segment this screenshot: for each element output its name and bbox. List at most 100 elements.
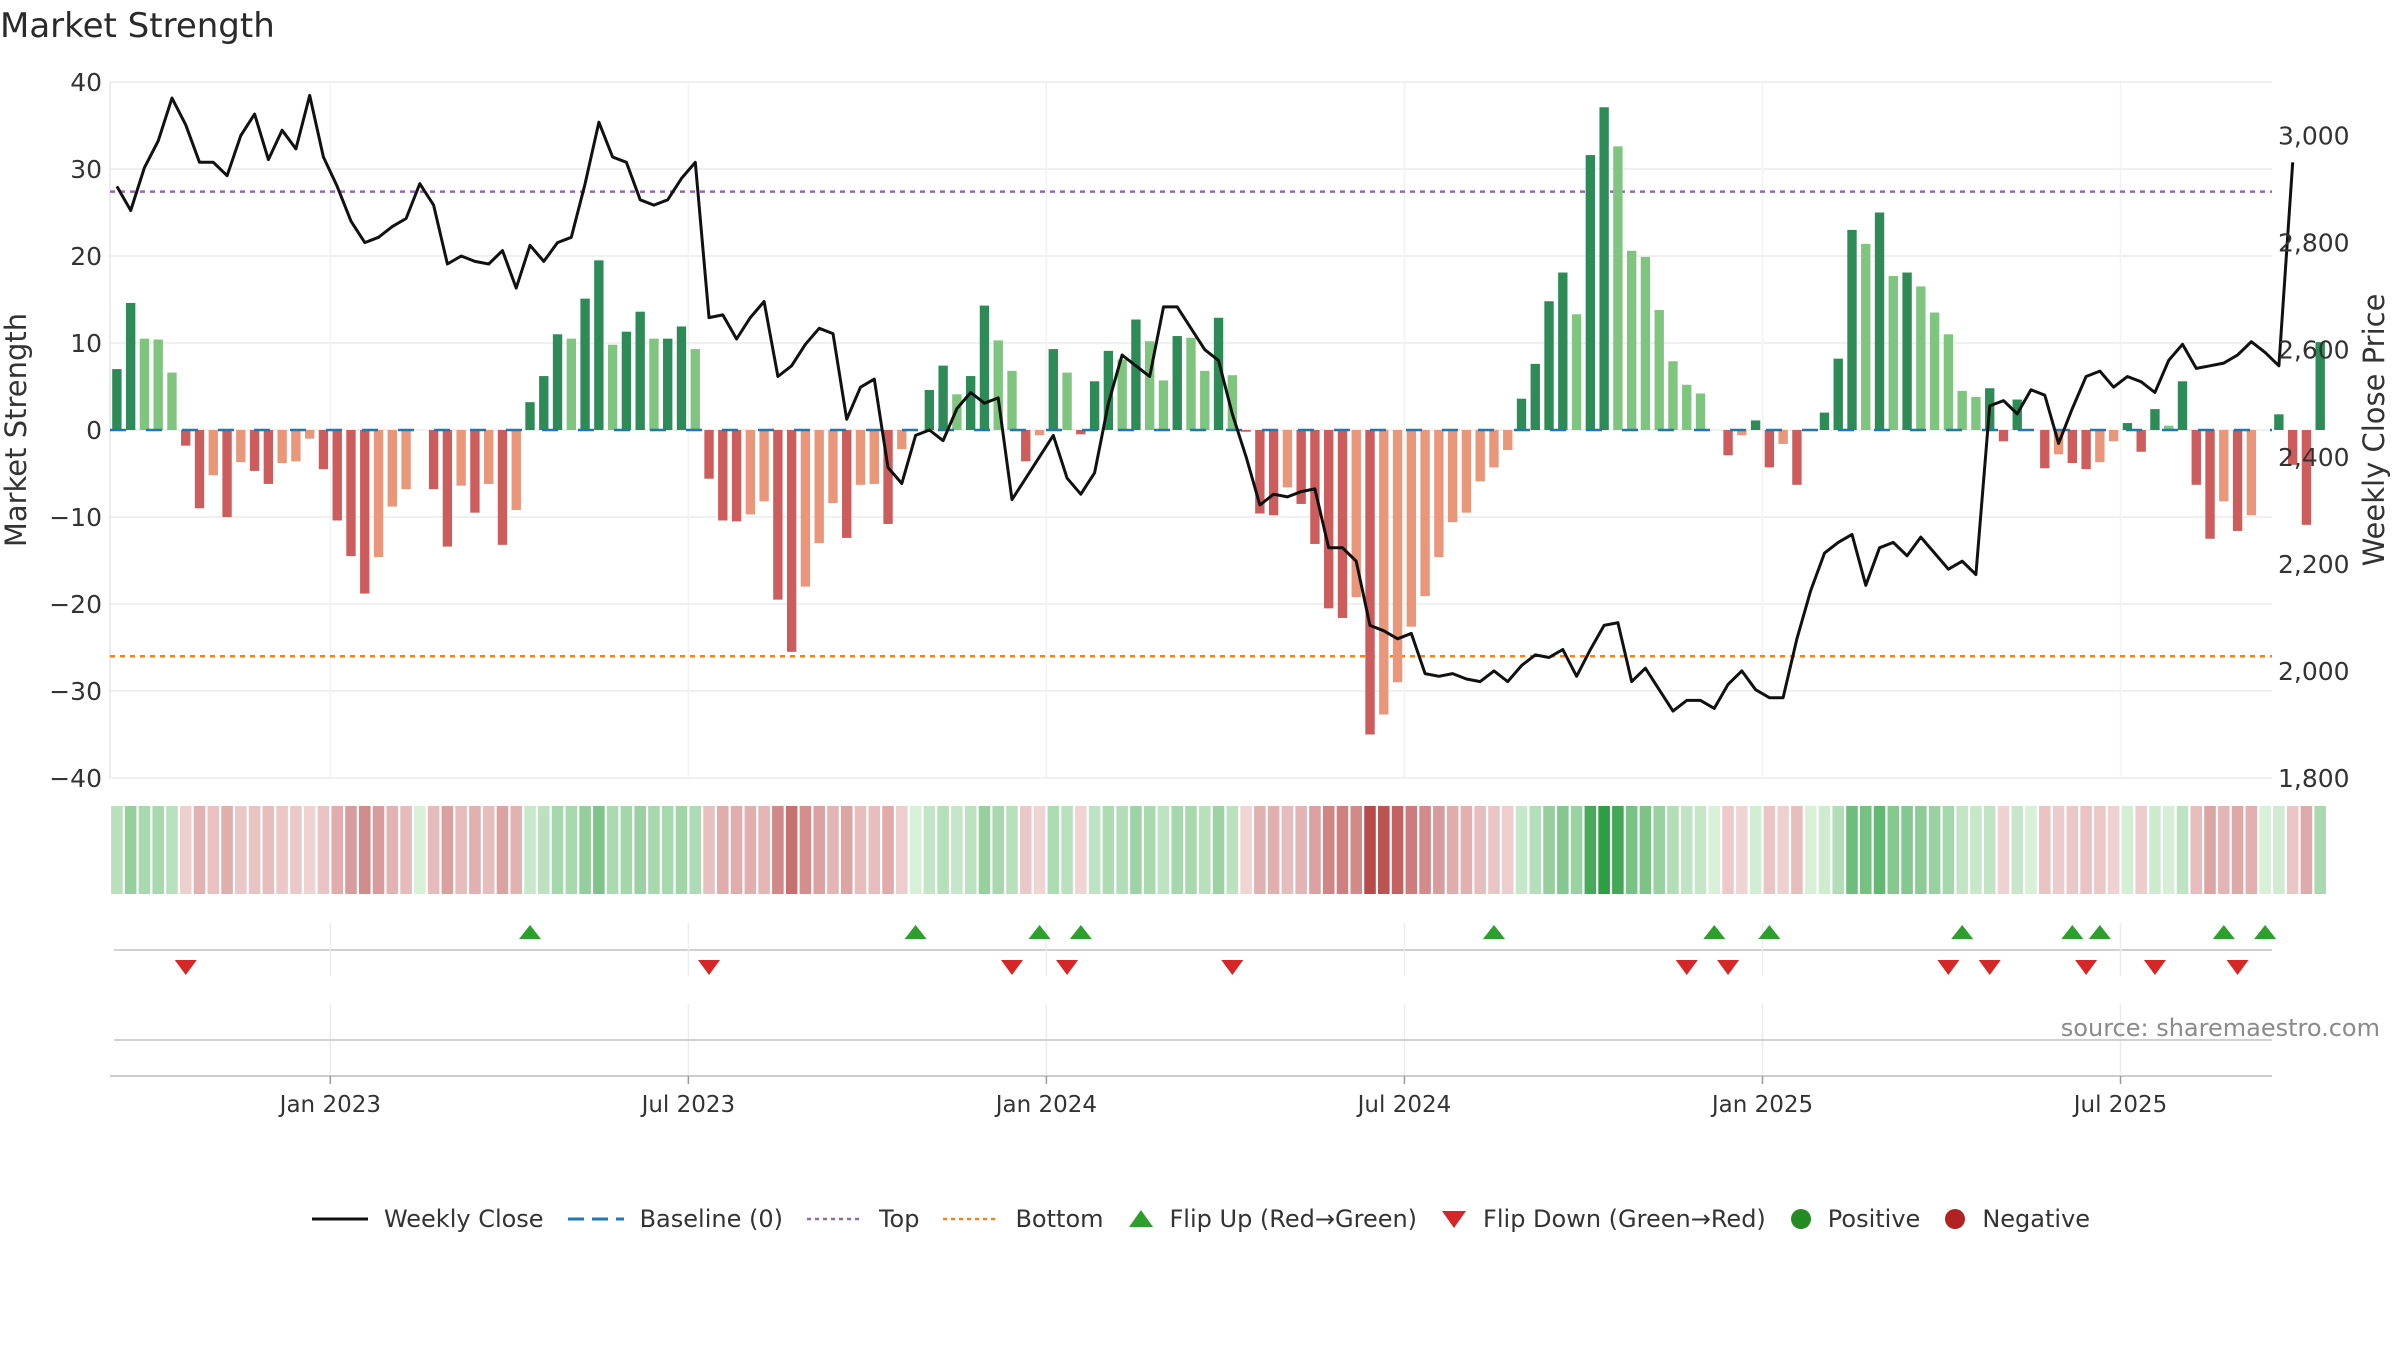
strength-bar <box>1227 375 1237 430</box>
strength-bar <box>428 430 439 490</box>
legend-label: Top <box>878 1205 920 1233</box>
heat-cell <box>524 806 536 894</box>
heat-cell <box>758 806 770 894</box>
heat-cell <box>785 806 798 894</box>
heat-cell <box>909 806 922 894</box>
heat-cell <box>1708 806 1721 894</box>
heat-cell <box>1446 806 1459 894</box>
strength-bar <box>1861 243 1871 430</box>
strength-bar <box>1489 430 1499 468</box>
x-tick-label: Jan 2023 <box>278 1092 381 1118</box>
flip-up-marker <box>1758 925 1781 939</box>
strength-bar <box>1117 359 1127 430</box>
heat-cell <box>1956 806 1968 894</box>
heat-cell <box>827 806 839 894</box>
flip-down-marker <box>1937 960 1960 975</box>
heat-cell <box>648 806 660 894</box>
heat-cell <box>2190 806 2203 894</box>
strength-bar <box>1778 430 1788 444</box>
flip-up-marker <box>1703 925 1726 939</box>
strength-bar <box>1819 412 1830 430</box>
heat-cell <box>1859 806 1872 894</box>
heat-cell <box>868 806 881 894</box>
strength-bar <box>842 430 852 538</box>
strength-bar <box>1516 398 1527 430</box>
heat-cell <box>1281 806 1294 894</box>
strength-bar <box>1998 430 2009 442</box>
strength-bar <box>497 430 508 545</box>
heat-cell <box>1350 806 1363 894</box>
strength-bar <box>167 372 177 430</box>
heat-cell <box>772 806 784 894</box>
heat-cell <box>2135 806 2147 894</box>
heat-cell <box>1240 806 1252 894</box>
legend-bottom-swatch <box>943 1217 1000 1221</box>
heat-cell <box>427 806 440 894</box>
y-right-tick-label: 2,000 <box>2278 657 2350 686</box>
strength-bar <box>1213 317 1224 430</box>
strength-bar <box>1571 314 1582 430</box>
heat-cell <box>537 806 550 894</box>
heat-cell <box>111 806 123 894</box>
strength-bar <box>786 430 797 652</box>
heat-cell <box>1543 806 1555 894</box>
flip-up-marker <box>2212 925 2235 939</box>
strength-bar <box>1737 430 1747 436</box>
y-left-tick-label: 10 <box>70 329 102 358</box>
y-right-tick-label: 2,800 <box>2278 229 2350 258</box>
strength-bar <box>1048 349 1058 430</box>
heat-cell <box>1309 806 1321 894</box>
heat-cell <box>2162 806 2175 894</box>
strength-bar <box>1186 337 1196 430</box>
flip-down-marker <box>1978 960 2001 975</box>
heat-cell <box>1736 806 1748 894</box>
legend-negative: Negative <box>1942 1205 2090 1233</box>
strength-bar <box>1599 107 1609 430</box>
heat-cell <box>2273 806 2285 894</box>
strength-bar <box>1971 396 1981 430</box>
strength-bar <box>745 430 756 515</box>
heat-cell <box>1212 806 1225 894</box>
strength-bar <box>1337 430 1348 618</box>
strength-bar <box>1296 430 1306 504</box>
strength-bar <box>1021 430 1031 462</box>
heat-cell <box>358 806 371 894</box>
strength-bar <box>1461 430 1472 513</box>
strength-bar <box>759 430 769 502</box>
weekly-close-layer <box>115 93 2295 713</box>
heat-cell <box>1391 806 1404 894</box>
heat-cell <box>854 806 867 894</box>
strength-bar <box>277 430 287 464</box>
heat-cell <box>951 806 963 894</box>
x-tick-label: Jul 2025 <box>2072 1092 2168 1118</box>
strength-bar <box>236 430 246 463</box>
strength-bar <box>208 430 218 476</box>
heat-cell <box>620 806 633 894</box>
strength-bar <box>1434 430 1444 558</box>
heat-cell <box>1639 806 1652 894</box>
strength-bar <box>938 365 948 430</box>
strength-bar <box>2274 414 2284 430</box>
strength-bar <box>249 430 260 471</box>
strength-bar <box>1379 430 1389 715</box>
chart-title: Market Strength <box>0 6 275 46</box>
strength-bar <box>828 430 838 504</box>
heat-cell <box>372 806 385 894</box>
legend-label: Flip Up (Red→Green) <box>1169 1205 1418 1233</box>
heat-cell <box>2066 806 2079 894</box>
heat-cell <box>345 806 357 894</box>
heat-cell <box>386 806 399 894</box>
heat-cell <box>882 806 894 894</box>
source-credit: source: sharemaestro.com <box>2060 1014 2380 1042</box>
heat-cell <box>1818 806 1831 894</box>
flip-up-marker <box>1028 925 1051 939</box>
strength-bar <box>1076 430 1086 435</box>
strength-bar <box>263 430 274 484</box>
legend-weekly-close: Weekly Close <box>310 1205 544 1233</box>
heat-cell <box>1667 806 1679 894</box>
heat-cell <box>2149 806 2161 894</box>
strength-bar <box>291 430 301 462</box>
strength-bar <box>1062 372 1072 430</box>
heat-cell <box>1915 806 1927 894</box>
legend-bottom: Bottom <box>941 1205 1104 1233</box>
